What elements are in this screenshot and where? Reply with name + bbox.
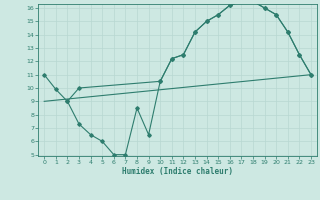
X-axis label: Humidex (Indice chaleur): Humidex (Indice chaleur) (122, 167, 233, 176)
